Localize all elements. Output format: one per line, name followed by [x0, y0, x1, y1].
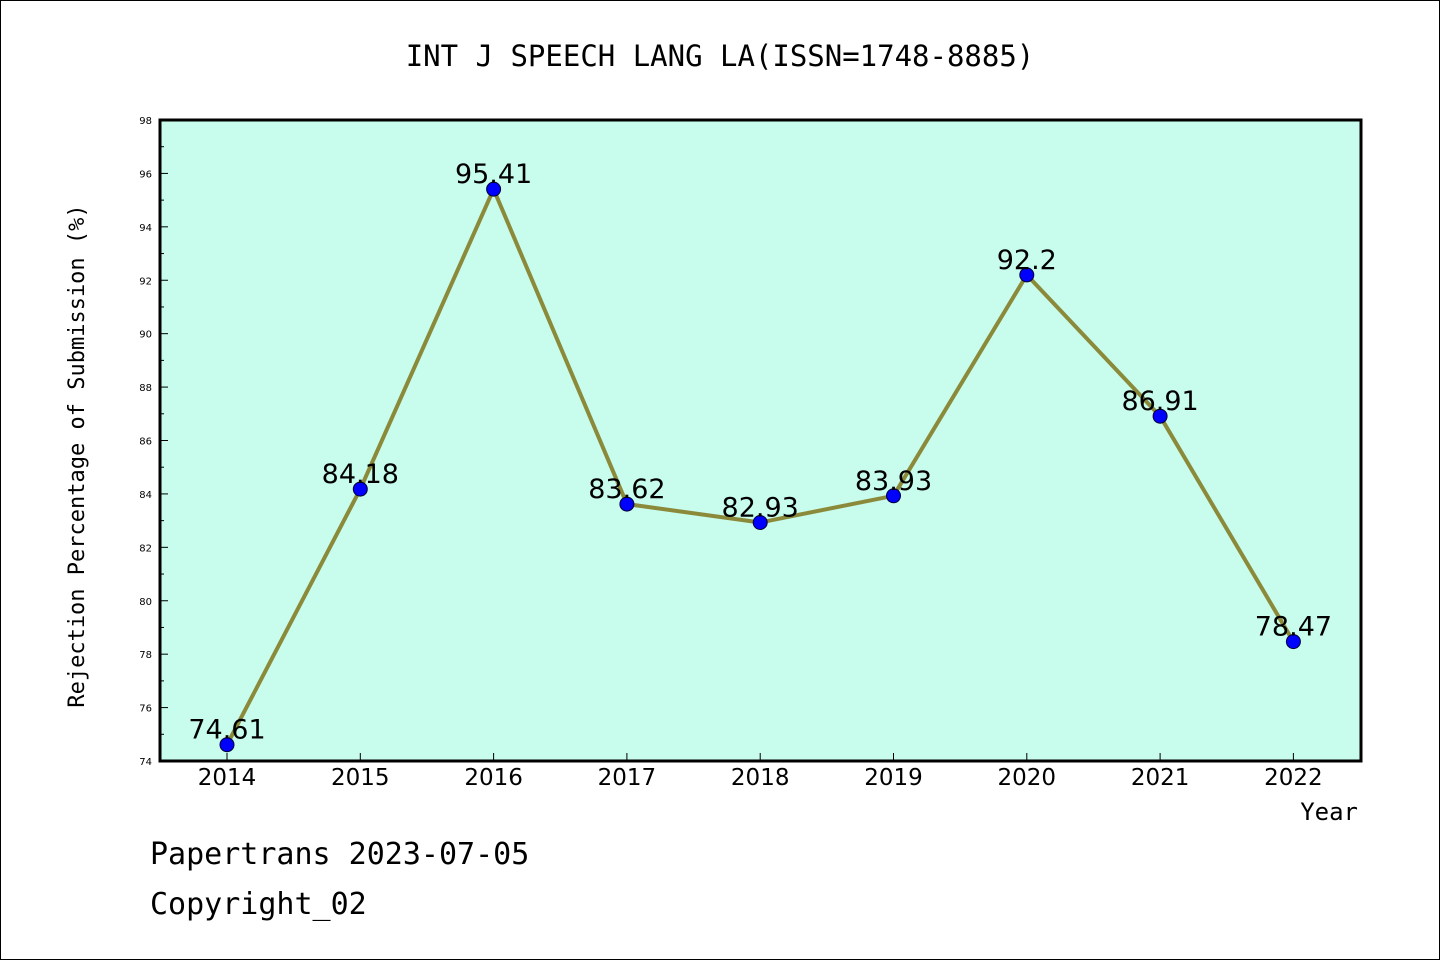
y-tick-label: 86: [139, 437, 152, 448]
plot-border: [158, 118, 1363, 763]
data-label: 83.93: [855, 466, 932, 497]
x-tick-label: 2021: [1131, 765, 1190, 791]
x-tick-label: 2017: [598, 765, 657, 791]
y-tick-label: 82: [139, 543, 152, 554]
data-label: 83.62: [588, 474, 665, 505]
data-label: 84.18: [322, 459, 399, 490]
data-label: 86.91: [1121, 386, 1198, 417]
x-axis-label: Year: [1300, 798, 1358, 826]
plot-area: [160, 120, 1361, 761]
data-point: [219, 737, 235, 753]
x-tick-label: 2015: [331, 765, 390, 791]
data-point: [1152, 408, 1168, 424]
data-point: [1019, 267, 1035, 283]
y-tick-label: 76: [139, 704, 152, 715]
x-tick-label: 2019: [864, 765, 923, 791]
y-tick-label: 90: [139, 330, 152, 341]
x-tick-label: 2016: [464, 765, 523, 791]
chart-title: INT J SPEECH LANG LA(ISSN=1748-8885): [406, 39, 1035, 73]
data-label: 78.47: [1255, 612, 1332, 643]
x-tick-label: 2022: [1264, 765, 1323, 791]
y-tick-label: 74: [139, 757, 152, 768]
data-point: [619, 496, 635, 512]
x-tick-label: 2020: [998, 765, 1057, 791]
data-point: [1285, 634, 1301, 650]
data-label: 82.93: [722, 492, 799, 523]
source-text: Papertrans 2023-07-05: [150, 837, 529, 872]
y-tick-label: 92: [139, 276, 152, 287]
data-point: [352, 481, 368, 497]
data-point: [752, 514, 768, 530]
copyright-text: Copyright_02: [150, 887, 367, 922]
data-point: [486, 181, 502, 197]
y-tick-label: 88: [139, 383, 152, 394]
data-series: 74.61 84.18 95.41 83.62 82.93 83.93 92.2 86.91 7…: [188, 159, 1332, 753]
data-label: 95.41: [455, 159, 532, 190]
y-tick-label: 84: [139, 490, 152, 501]
data-label: 74.61: [188, 715, 265, 746]
y-tick-label: 80: [139, 597, 152, 608]
x-axis: 2014 2015 2016 2017 2018 2019 2020 2021 2022: [198, 753, 1323, 791]
y-tick-label: 98: [139, 116, 152, 127]
x-tick-label: 2014: [198, 765, 257, 791]
data-label: 92.2: [997, 245, 1057, 276]
y-tick-label: 94: [139, 223, 152, 234]
x-tick-label: 2018: [731, 765, 790, 791]
y-tick-label: 78: [139, 650, 152, 661]
y-tick-label: 96: [139, 169, 152, 180]
data-point: [886, 488, 901, 504]
y-axis-label: Rejection Percentage of Submission (%): [65, 204, 90, 707]
